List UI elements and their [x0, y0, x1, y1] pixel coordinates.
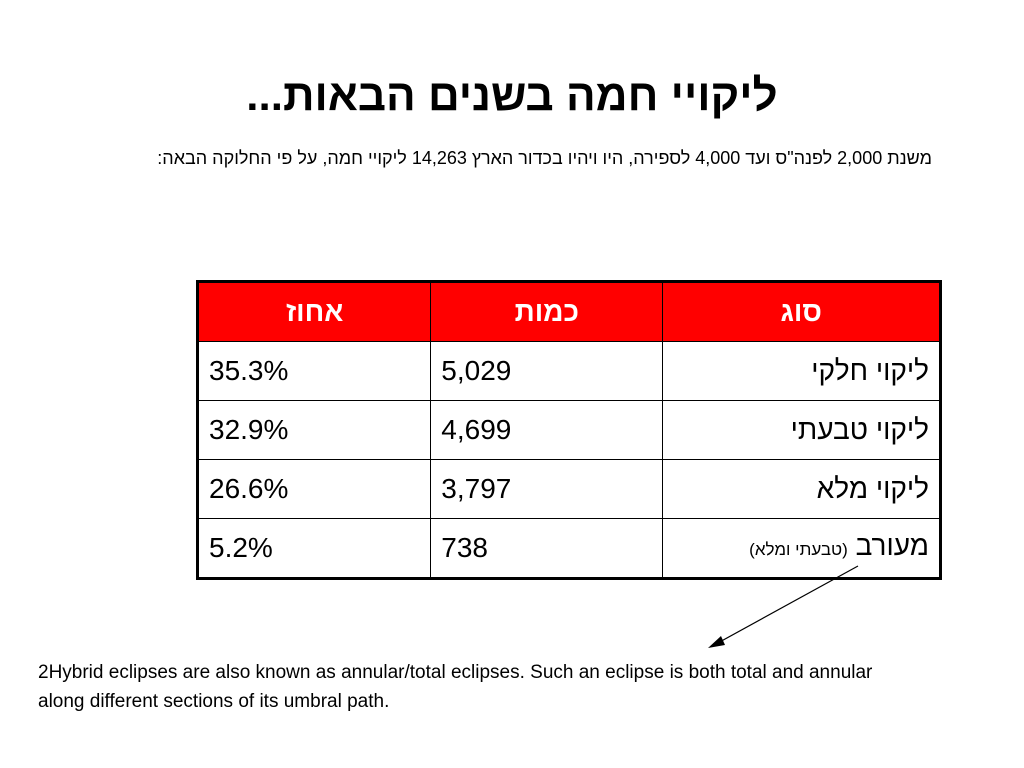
count-value: 3,797	[441, 473, 512, 504]
percent-value: 5.2%	[209, 532, 273, 563]
type-label: ליקוי מלא	[816, 473, 929, 504]
percent-value: 32.9%	[209, 414, 289, 445]
count-value: 738	[441, 532, 488, 563]
header-count: כמות	[430, 281, 664, 342]
header-type: סוג	[662, 281, 941, 342]
type-note: (טבעתי ומלא)	[749, 540, 848, 559]
cell-percent: 35.3%	[196, 341, 432, 401]
cell-type: ליקוי חלקי	[662, 341, 941, 401]
slide-subtitle: משנת 2,000 לפנה"ס ועד 4,000 לספירה, היו …	[157, 148, 932, 168]
cell-count: 4,699	[430, 400, 664, 460]
table-row: ליקוי טבעתי 4,699 32.9%	[196, 400, 941, 460]
arrow-line	[715, 565, 859, 645]
cell-type: ליקוי טבעתי	[662, 400, 941, 460]
table-row: ליקוי חלקי 5,029 35.3%	[196, 341, 941, 401]
cell-type: מעורב (טבעתי ומלא)	[662, 518, 941, 579]
cell-percent: 32.9%	[196, 400, 432, 460]
type-label: ליקוי חלקי	[811, 355, 929, 386]
header-percent: אחוז	[196, 281, 432, 342]
table-header-row: סוג כמות אחוז	[196, 281, 941, 342]
table-row: מעורב (טבעתי ומלא) 738 5.2%	[196, 518, 941, 579]
type-label: ליקוי טבעתי	[790, 414, 929, 445]
cell-percent: 5.2%	[196, 518, 432, 579]
cell-count: 738	[430, 518, 664, 579]
percent-value: 35.3%	[209, 355, 289, 386]
count-value: 5,029	[441, 355, 512, 386]
cell-count: 5,029	[430, 341, 664, 401]
percent-value: 26.6%	[209, 473, 289, 504]
arrow-head-icon	[708, 636, 725, 648]
cell-type: ליקוי מלא	[662, 459, 941, 519]
type-label: מעורב	[855, 530, 929, 561]
count-value: 4,699	[441, 414, 512, 445]
eclipse-types-table: סוג כמות אחוז ליקוי חלקי 5,029 35.3% ליק…	[196, 280, 942, 580]
footnote-text: 2Hybrid eclipses are also known as annul…	[38, 662, 873, 712]
cell-percent: 26.6%	[196, 459, 432, 519]
slide-title: ליקויי חמה בשנים הבאות...	[246, 71, 778, 120]
